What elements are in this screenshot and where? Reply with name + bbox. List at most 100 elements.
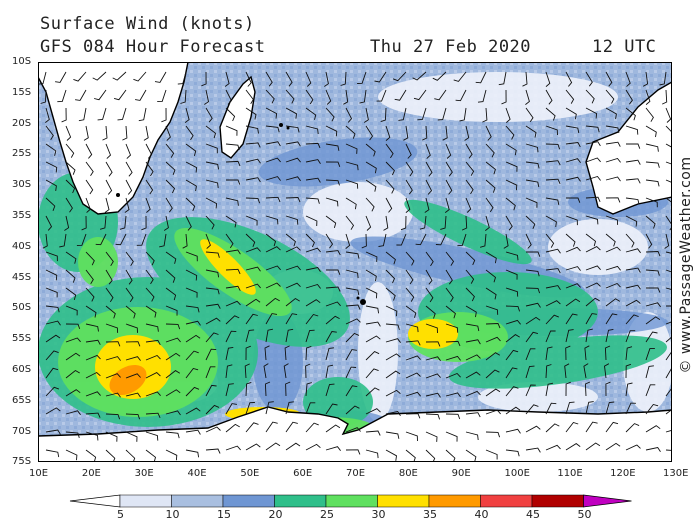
wind-barb: [133, 71, 147, 82]
wind-barb: [205, 317, 221, 325]
wind-barb: [145, 179, 154, 195]
wind-barb: [365, 368, 379, 379]
wind-barb: [85, 143, 93, 159]
wind-barb: [585, 107, 598, 119]
wind-barb: [45, 197, 56, 211]
wind-barb: [465, 161, 475, 176]
wind-barb: [245, 381, 252, 397]
wind-barb: [105, 287, 114, 303]
wind-barb: [385, 287, 396, 301]
wind-barb: [605, 246, 621, 253]
wind-barb: [415, 233, 427, 246]
wind-barb: [545, 197, 560, 205]
wind-barb: [76, 233, 87, 246]
wind-barb: [365, 287, 378, 299]
wind-barb: [437, 107, 447, 121]
wind-barb: [432, 71, 447, 81]
wind-barb: [265, 71, 273, 87]
wind-barb: [461, 215, 468, 231]
wind-barb: [425, 179, 433, 195]
wind-barb: [405, 372, 421, 379]
wind-barb: [165, 269, 176, 283]
wind-barb: [425, 323, 438, 334]
wind-barb: [145, 431, 159, 441]
wind-barb: [245, 266, 261, 272]
wind-barb: [305, 382, 312, 397]
lon-label: 10E: [29, 468, 49, 479]
wind-barb: [665, 408, 672, 415]
wind-barb: [425, 269, 433, 285]
wind-barb: [645, 215, 656, 229]
wind-barb: [102, 125, 108, 141]
wind-barb: [405, 161, 414, 177]
forecast-date: Thu 27 Feb 2020: [370, 37, 532, 57]
wind-barb: [396, 233, 407, 246]
wind-barb: [465, 354, 481, 361]
wind-barb: [305, 422, 319, 433]
legend-label: 20: [268, 508, 283, 521]
wind-barb: [365, 197, 375, 212]
wind-barb: [545, 314, 559, 325]
wind-barb: [65, 352, 81, 361]
wind-barb: [664, 233, 670, 249]
wind-barb: [125, 269, 133, 285]
wind-barb: [305, 159, 321, 165]
wind-barb: [605, 141, 621, 147]
wind-barb: [465, 287, 475, 302]
wind-barb: [625, 346, 633, 361]
wind-barb: [625, 71, 631, 87]
wind-barb: [525, 143, 539, 153]
wind-barb: [245, 233, 256, 248]
wind-barb: [59, 233, 67, 248]
wind-barb: [185, 287, 198, 298]
wind-barb: [85, 197, 91, 213]
wind-barb: [585, 157, 601, 163]
wind-barb: [204, 89, 210, 105]
wind-barb: [85, 251, 95, 266]
wind-barb: [325, 315, 340, 325]
legend-label: 50: [577, 508, 592, 521]
wind-barb: [185, 350, 199, 361]
wind-barb: [385, 143, 394, 159]
wind-barb: [485, 336, 501, 343]
wind-barb: [65, 197, 73, 213]
wind-barb: [565, 142, 581, 148]
wind-barb: [665, 449, 672, 451]
wind-barb: [482, 107, 488, 123]
wind-barb: [45, 269, 58, 281]
wind-barb: [645, 179, 660, 187]
wind-barb: [453, 71, 467, 82]
wind-barb: [392, 71, 407, 82]
wind-barb: [525, 302, 541, 308]
wind-barb: [105, 431, 118, 442]
lat-label: 55S: [12, 333, 32, 345]
wind-barb: [605, 401, 615, 415]
wind-barb: [365, 143, 376, 157]
wind-barb: [92, 71, 107, 81]
wind-barb: [154, 71, 167, 83]
wind-barb: [284, 345, 290, 361]
wind-barb: [265, 421, 278, 433]
wind-barb: [365, 321, 381, 327]
wind-barb: [505, 215, 513, 231]
wind-barb: [265, 442, 281, 451]
wind-barb: [525, 384, 536, 397]
wind-barb: [385, 370, 401, 379]
wind-barb: [245, 215, 258, 226]
wind-barb: [485, 305, 499, 315]
wind-barb: [385, 125, 391, 141]
wind-barb: [305, 299, 321, 307]
wind-barb: [459, 107, 467, 122]
wind-barb: [325, 424, 341, 433]
wind-barb: [345, 287, 360, 296]
wind-barb: [45, 179, 57, 191]
wind-barb: [425, 287, 434, 303]
wind-barb: [265, 401, 274, 415]
wind-barb: [645, 331, 658, 343]
wind-barb: [425, 431, 438, 442]
wind-barb: [565, 345, 571, 361]
wind-barb: [325, 179, 340, 186]
wind-barb: [325, 331, 337, 343]
wind-barb: [605, 157, 621, 163]
wind-barb: [165, 449, 178, 461]
